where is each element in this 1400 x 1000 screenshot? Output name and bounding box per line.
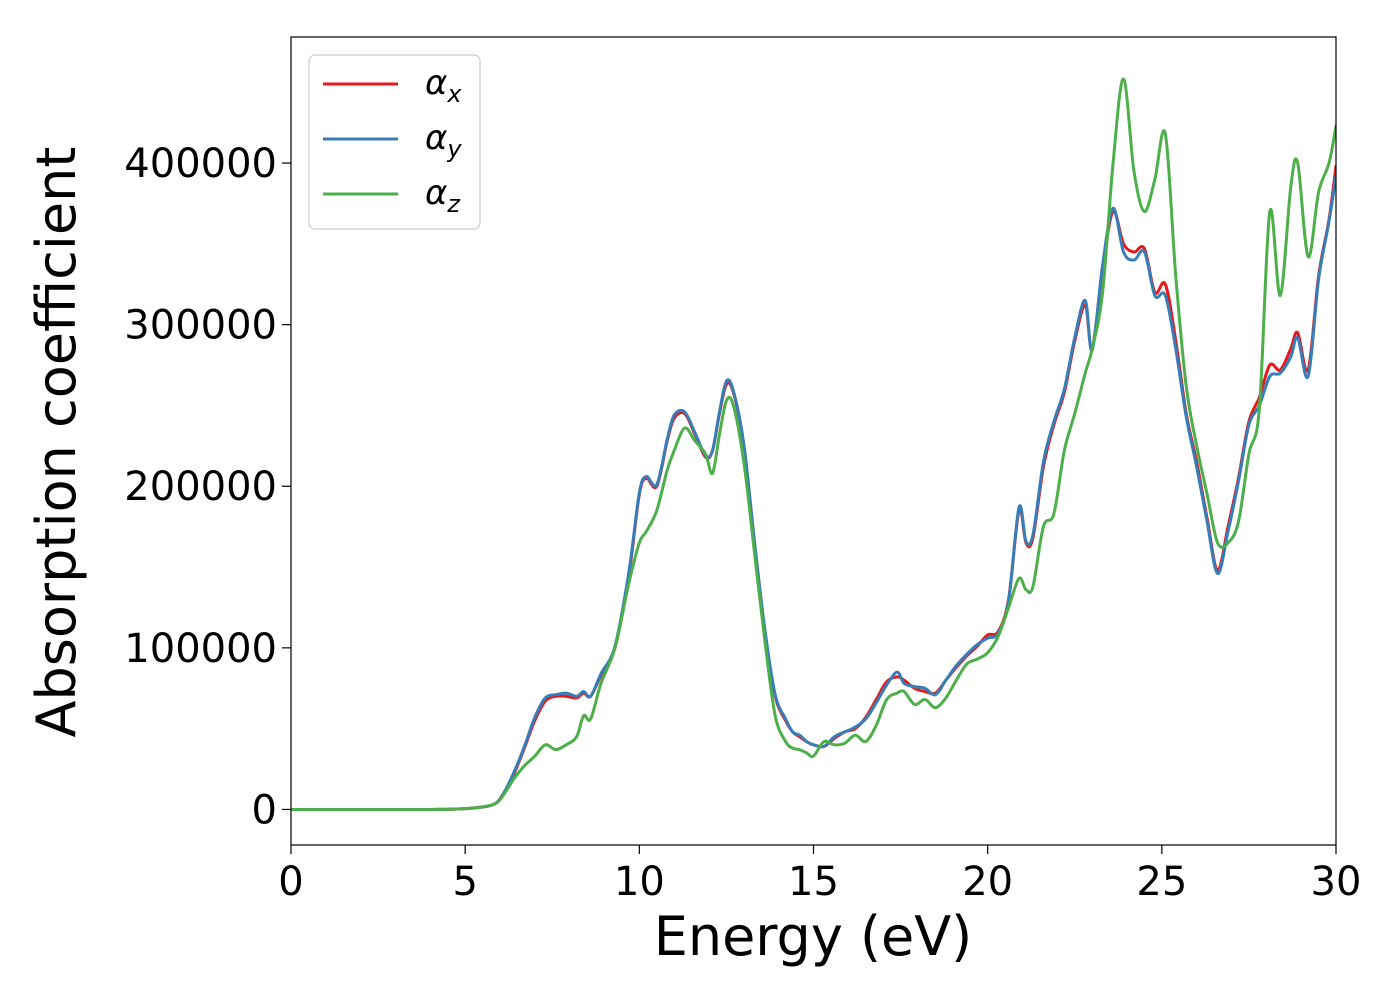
y-tick-label: 200000 <box>124 464 277 510</box>
y-axis-label: Absorption coefficient <box>25 147 88 738</box>
legend-subscript: z <box>446 190 461 218</box>
legend-box <box>308 54 481 230</box>
x-tick-label: 30 <box>1311 859 1362 905</box>
legend-label-y: αy <box>425 118 462 163</box>
x-axis-ticks: 0 5 10 15 20 25 30 <box>278 845 1361 905</box>
series-line-alpha-z <box>291 77 1336 812</box>
series-layer <box>291 77 1336 812</box>
x-tick-label: 20 <box>962 859 1013 905</box>
legend-label-x: αx <box>425 63 462 108</box>
legend-label-z: αz <box>425 173 461 218</box>
y-tick-label: 0 <box>252 787 277 833</box>
legend-subscript: x <box>446 80 462 108</box>
legend-subscript: y <box>446 135 462 163</box>
y-tick-label: 100000 <box>124 626 277 672</box>
x-tick-label: 0 <box>278 859 303 905</box>
x-tick-label: 5 <box>452 859 477 905</box>
legend-symbol: α <box>425 118 447 158</box>
x-tick-label: 25 <box>1136 859 1187 905</box>
y-tick-label: 400000 <box>124 141 277 187</box>
legend-symbol: α <box>425 173 447 213</box>
y-tick-label: 300000 <box>124 303 277 349</box>
series-line-alpha-y <box>291 174 1336 812</box>
x-tick-label: 10 <box>614 859 665 905</box>
legend-symbol: α <box>425 63 447 103</box>
y-axis-ticks: 0 100000 200000 300000 400000 <box>124 141 291 833</box>
x-axis-label: Energy (eV) <box>654 905 973 968</box>
x-tick-label: 15 <box>788 859 839 905</box>
